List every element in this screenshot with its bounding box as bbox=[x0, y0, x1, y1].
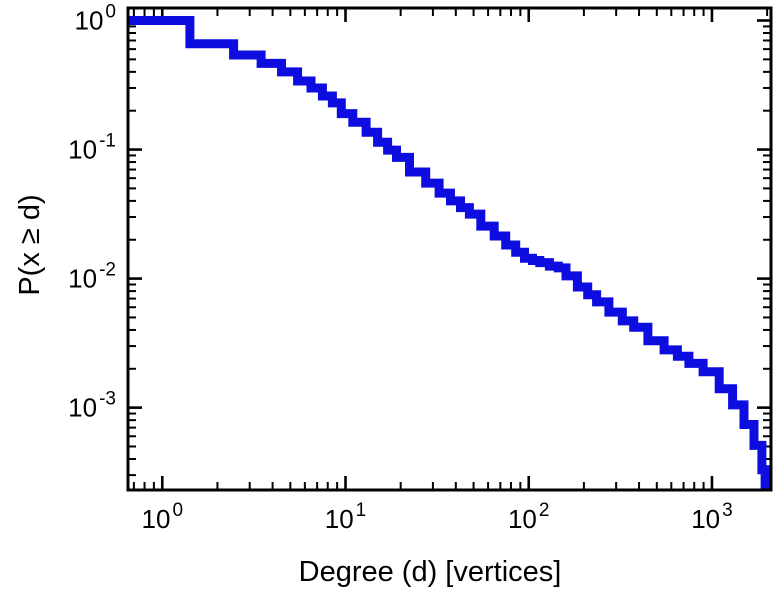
tick-label-10e3: 10 3 bbox=[691, 500, 733, 534]
tick-label-10e2: 10 2 bbox=[508, 500, 550, 534]
tick-label-10e0: 10 0 bbox=[75, 2, 117, 36]
x-axis-label: Degree (d) [vertices] bbox=[298, 556, 562, 588]
tick-label-10e0: 10 0 bbox=[142, 500, 184, 534]
ccdf-step-line bbox=[128, 16, 770, 490]
tick-label-10e1: 10 1 bbox=[325, 500, 367, 534]
tick-label-10e-2: 10 -2 bbox=[68, 260, 116, 294]
tick-label-10e-3: 10 -3 bbox=[68, 389, 116, 423]
plot-frame bbox=[126, 6, 773, 492]
tick-label-10e-1: 10 -1 bbox=[68, 131, 116, 165]
y-axis-label: P(x ≥ d) bbox=[14, 194, 46, 296]
